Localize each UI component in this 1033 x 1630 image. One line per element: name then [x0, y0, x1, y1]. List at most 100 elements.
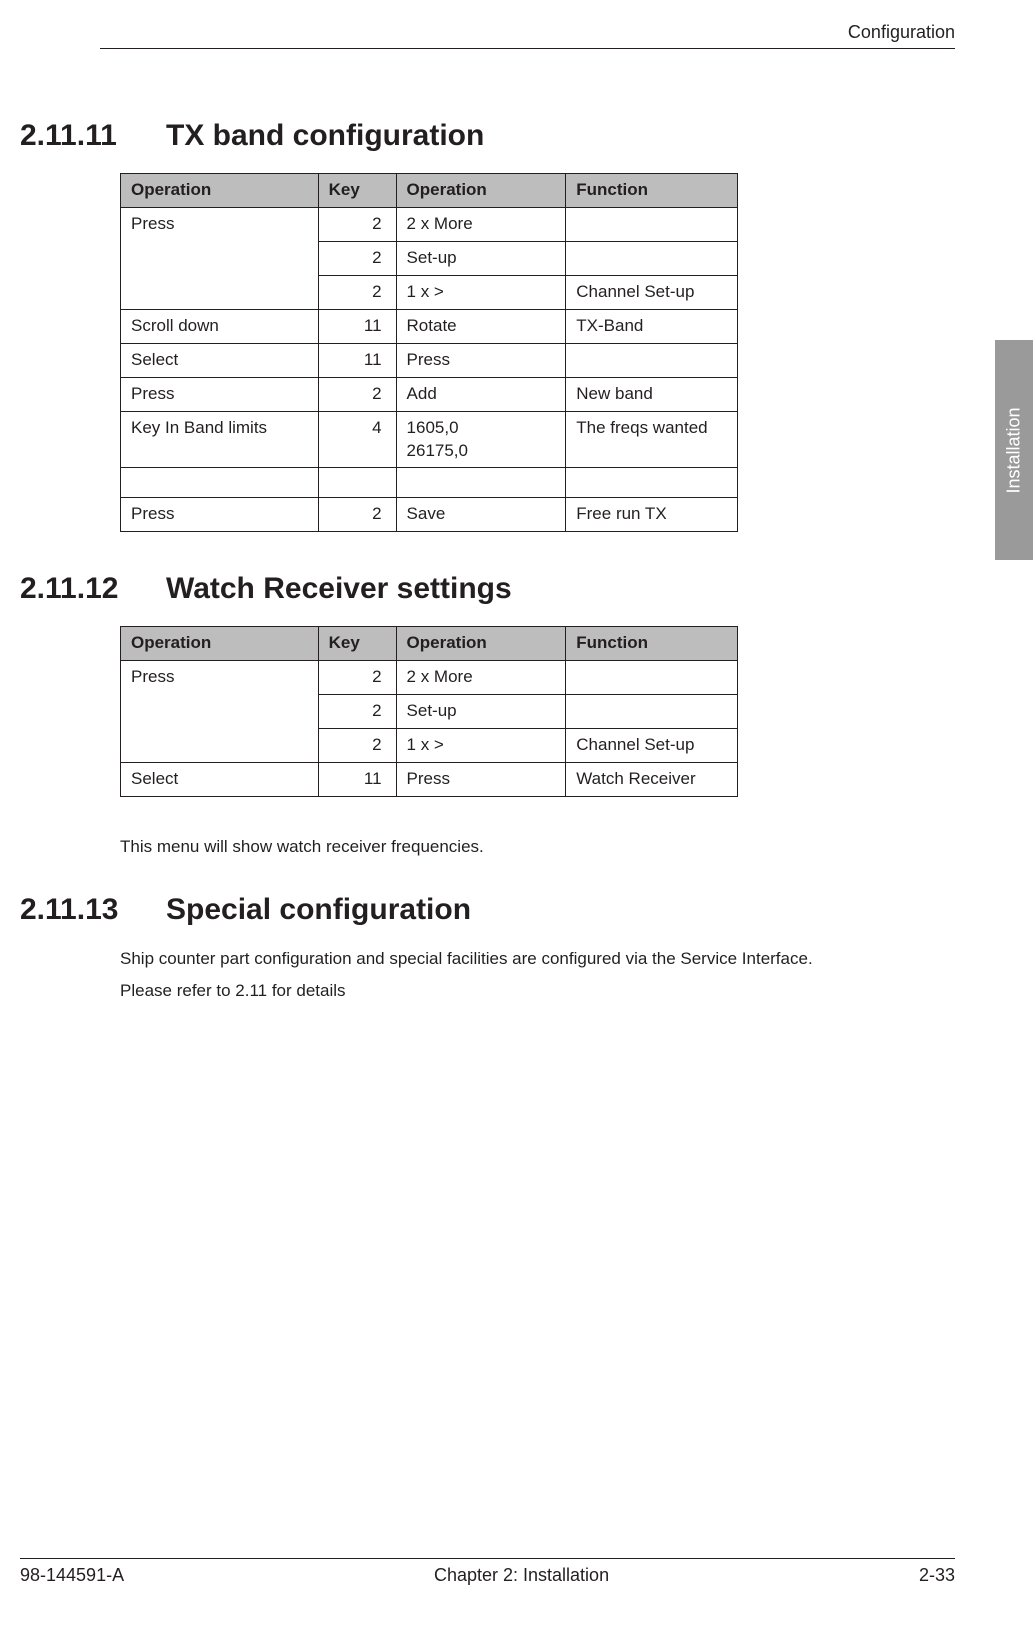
page-footer: 98-144591-A Chapter 2: Installation 2-33 [20, 1558, 955, 1586]
table-row: Select11PressWatch Receiver [121, 763, 738, 797]
th-key: Key [318, 174, 396, 208]
section-special-config: 2.11.13Special configuration Ship counte… [20, 893, 955, 1003]
cell-operation2: 2 x More [396, 207, 566, 241]
cell-key: 2 [318, 241, 396, 275]
cell-operation2 [396, 468, 566, 498]
th-operation1: Operation [121, 627, 319, 661]
th-function: Function [566, 174, 738, 208]
table-row: Press22 x More [121, 207, 738, 241]
cell-operation2: 1 x > [396, 729, 566, 763]
cell-function: Channel Set-up [566, 729, 738, 763]
table-row: 2Set-up [121, 241, 738, 275]
th-operation1: Operation [121, 174, 319, 208]
cell-operation2: Set-up [396, 241, 566, 275]
table-row: Press2SaveFree run TX [121, 498, 738, 532]
section-note: This menu will show watch receiver frequ… [120, 837, 955, 857]
cell-key: 2 [318, 729, 396, 763]
table-row: 21 x >Channel Set-up [121, 729, 738, 763]
tx-band-table: Operation Key Operation Function Press22… [120, 173, 738, 532]
cell-operation2: Set-up [396, 695, 566, 729]
cell-operation1: Press [121, 661, 319, 695]
section-watch-receiver: 2.11.12Watch Receiver settings Operation… [20, 572, 955, 857]
cell-function [566, 468, 738, 498]
cell-key: 2 [318, 661, 396, 695]
table-row: Press22 x More [121, 661, 738, 695]
cell-operation1: Scroll down [121, 309, 319, 343]
cell-operation2: Press [396, 763, 566, 797]
cell-operation2: 1605,0 26175,0 [396, 411, 566, 468]
cell-operation1: Select [121, 343, 319, 377]
cell-function [566, 661, 738, 695]
body-text: Please refer to 2.11 for details [120, 979, 955, 1003]
side-tab-installation: Installation [995, 340, 1033, 560]
th-operation2: Operation [396, 627, 566, 661]
cell-operation2: Save [396, 498, 566, 532]
table-body: Press22 x More2Set-up21 x >Channel Set-u… [121, 207, 738, 531]
cell-operation1: Press [121, 377, 319, 411]
table-header-row: Operation Key Operation Function [121, 174, 738, 208]
cell-operation2: Press [396, 343, 566, 377]
cell-operation2: 1 x > [396, 275, 566, 309]
cell-key: 4 [318, 411, 396, 468]
cell-key: 11 [318, 763, 396, 797]
cell-function: Channel Set-up [566, 275, 738, 309]
section-number: 2.11.13 [20, 893, 166, 927]
body-text: Ship counter part configuration and spec… [120, 947, 955, 971]
header-chapter: Configuration [848, 22, 955, 43]
section-title: Special configuration [166, 893, 471, 926]
table-header-row: Operation Key Operation Function [121, 627, 738, 661]
side-tab-label: Installation [1004, 407, 1025, 493]
cell-key: 2 [318, 207, 396, 241]
section-tx-band: 2.11.11TX band configuration Operation K… [20, 119, 955, 532]
table-body: Press22 x More2Set-up21 x >Channel Set-u… [121, 661, 738, 797]
cell-key: 2 [318, 498, 396, 532]
cell-operation2: Add [396, 377, 566, 411]
th-function: Function [566, 627, 738, 661]
cell-operation1: Select [121, 763, 319, 797]
section-title: Watch Receiver settings [166, 572, 512, 605]
cell-operation1 [121, 468, 319, 498]
cell-function: Watch Receiver [566, 763, 738, 797]
cell-key: 2 [318, 695, 396, 729]
table-row [121, 468, 738, 498]
cell-operation1: Press [121, 498, 319, 532]
table-row: Scroll down11RotateTX-Band [121, 309, 738, 343]
cell-function [566, 241, 738, 275]
watch-receiver-table: Operation Key Operation Function Press22… [120, 626, 738, 797]
footer-rule [20, 1558, 955, 1559]
cell-function: TX-Band [566, 309, 738, 343]
th-key: Key [318, 627, 396, 661]
cell-operation1: Key In Band limits [121, 411, 319, 468]
footer-docnum: 98-144591-A [20, 1565, 124, 1586]
section-title: TX band configuration [166, 119, 484, 152]
cell-key: 2 [318, 377, 396, 411]
table-row: 21 x >Channel Set-up [121, 275, 738, 309]
cell-function [566, 695, 738, 729]
cell-key: 2 [318, 275, 396, 309]
section-heading: 2.11.12Watch Receiver settings [20, 572, 955, 606]
cell-operation1: Press [121, 207, 319, 241]
cell-operation1 [121, 275, 319, 309]
cell-function: Free run TX [566, 498, 738, 532]
section-number: 2.11.12 [20, 572, 166, 606]
cell-key [318, 468, 396, 498]
cell-function [566, 343, 738, 377]
footer-pagenum: 2-33 [919, 1565, 955, 1586]
cell-operation1 [121, 241, 319, 275]
page-content: 2.11.11TX band configuration Operation K… [20, 49, 955, 1003]
section-number: 2.11.11 [20, 119, 166, 153]
table-row: Select11Press [121, 343, 738, 377]
section-heading: 2.11.13Special configuration [20, 893, 955, 927]
cell-function: The freqs wanted [566, 411, 738, 468]
table-row: Press2AddNew band [121, 377, 738, 411]
cell-operation1 [121, 729, 319, 763]
footer-chapter: Chapter 2: Installation [434, 1565, 609, 1586]
cell-operation1 [121, 695, 319, 729]
table-row: Key In Band limits41605,0 26175,0The fre… [121, 411, 738, 468]
cell-function [566, 207, 738, 241]
cell-key: 11 [318, 309, 396, 343]
table-row: 2Set-up [121, 695, 738, 729]
cell-key: 11 [318, 343, 396, 377]
cell-operation2: Rotate [396, 309, 566, 343]
th-operation2: Operation [396, 174, 566, 208]
